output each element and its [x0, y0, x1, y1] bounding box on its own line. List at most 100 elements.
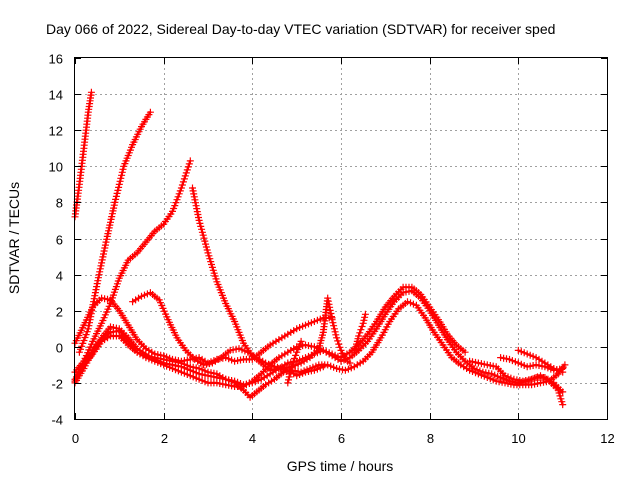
data-point	[262, 359, 270, 367]
data-point	[528, 375, 536, 383]
data-point	[361, 310, 369, 318]
data-point	[268, 362, 275, 369]
data-point	[184, 163, 192, 171]
x-tick-label: 12	[600, 431, 614, 446]
data-point	[297, 337, 305, 345]
data-point	[115, 180, 123, 188]
x-tick-label: 6	[338, 431, 345, 446]
data-point	[199, 231, 207, 239]
data-point	[340, 352, 348, 360]
data-point	[324, 297, 332, 305]
data-point	[228, 356, 236, 364]
series-track-14	[514, 346, 567, 376]
y-tick-label: 14	[49, 88, 63, 103]
data-point	[241, 347, 249, 355]
data-point	[177, 368, 185, 376]
data-point	[202, 243, 210, 251]
data-point	[98, 256, 106, 264]
axis-ticks: 0 2 4 6 8 10 12 -4 -2 0 2 4 6 8 10 12 14 16	[49, 52, 615, 447]
data-point	[297, 368, 305, 376]
data-point	[480, 360, 488, 368]
data-point	[328, 316, 336, 324]
data-point	[339, 349, 346, 357]
data-point	[488, 370, 496, 378]
data-point	[307, 319, 315, 327]
data-point	[409, 300, 417, 308]
x-tick-label: 2	[161, 431, 168, 446]
data-point	[310, 366, 318, 374]
data-point	[324, 361, 332, 369]
data-point	[96, 265, 104, 273]
data-point	[523, 350, 531, 358]
data-point	[494, 372, 502, 380]
data-point	[341, 366, 349, 374]
data-point	[169, 365, 176, 372]
data-point	[302, 321, 309, 329]
data-point	[254, 377, 262, 384]
data-point	[286, 370, 294, 378]
data-point	[330, 325, 338, 333]
data-point	[328, 350, 336, 358]
y-tick-label: 0	[56, 341, 63, 356]
y-tick-label: -2	[51, 377, 63, 392]
data-point	[330, 322, 338, 330]
data-point	[507, 374, 515, 382]
y-tick-label: 4	[56, 269, 63, 284]
data-point	[332, 331, 340, 339]
data-point	[501, 372, 509, 380]
data-point	[198, 225, 206, 233]
data-point	[556, 367, 564, 375]
series-layer	[71, 88, 569, 409]
y-tick-label: 10	[49, 160, 63, 175]
chart-title: Day 066 of 2022, Sidereal Day-to-day VTE…	[46, 21, 555, 37]
data-point	[201, 378, 209, 386]
data-point	[189, 373, 197, 381]
data-point	[336, 343, 344, 351]
data-point	[310, 343, 318, 351]
data-point	[181, 172, 189, 180]
series-track-9	[129, 289, 354, 372]
x-axis-label: GPS time / hours	[287, 458, 394, 474]
data-point	[80, 337, 88, 344]
data-point	[289, 358, 297, 366]
data-point	[115, 183, 123, 191]
y-tick-label: -4	[51, 413, 63, 428]
data-point	[90, 295, 98, 303]
series-trace	[73, 289, 564, 393]
y-tick-label: 16	[49, 52, 63, 67]
data-point	[291, 355, 298, 362]
data-point	[483, 374, 491, 381]
x-tick-label: 10	[511, 431, 525, 446]
data-point	[148, 356, 156, 364]
data-point	[514, 346, 522, 354]
data-point	[335, 340, 343, 348]
data-point	[235, 345, 243, 353]
data-point	[113, 189, 121, 197]
series-track-5	[71, 294, 336, 367]
data-point	[404, 298, 411, 306]
data-point	[288, 361, 296, 369]
data-point	[346, 359, 354, 367]
data-point	[337, 346, 345, 354]
data-point	[87, 88, 95, 96]
data-point	[196, 219, 204, 227]
data-point	[114, 186, 122, 194]
data-point	[294, 360, 302, 368]
data-point	[330, 363, 338, 371]
data-point	[96, 268, 104, 276]
data-point	[480, 372, 488, 380]
data-point	[326, 306, 334, 314]
data-point	[100, 247, 108, 255]
data-point	[296, 324, 304, 331]
data-point	[347, 364, 355, 372]
data-point	[357, 326, 365, 334]
data-point	[180, 175, 188, 183]
data-point	[179, 178, 187, 186]
data-point	[163, 362, 171, 370]
data-point	[497, 374, 505, 381]
data-point	[561, 361, 569, 369]
data-point	[329, 319, 337, 327]
y-tick-label: 8	[56, 196, 63, 211]
data-point	[285, 376, 292, 384]
data-point	[309, 363, 317, 371]
